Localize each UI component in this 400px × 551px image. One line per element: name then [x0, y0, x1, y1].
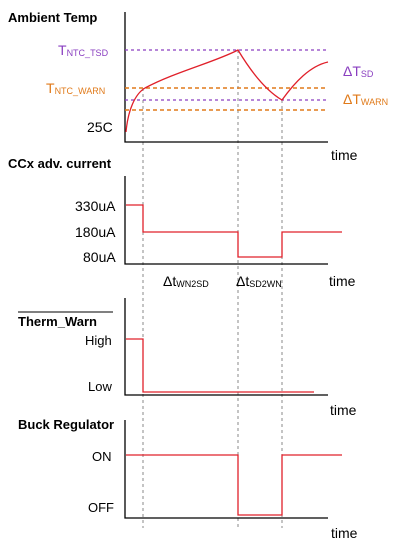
dt-sd2wn-label-sub: SD2WN: [249, 279, 282, 289]
delta-tsd-label-sub: SD: [361, 69, 374, 79]
therm-warn-title: Therm_Warn: [18, 314, 97, 329]
current-level-330ua: 330uA: [75, 198, 116, 214]
delta-twarn-label: ΔTWARN: [343, 91, 388, 107]
ambient-temp-curve: [125, 49, 329, 133]
dt-wn2sd-label: ΔtWN2SD: [163, 273, 209, 289]
current-level-180ua: 180uA: [75, 224, 116, 240]
tntc-tsd-label-sub: NTC_TSD: [67, 48, 109, 58]
current-time-label: time: [329, 273, 356, 289]
therm-warn-time-label: time: [330, 402, 357, 418]
delta-twarn-label-main: ΔT: [343, 91, 361, 107]
dt-sd2wn-label: ΔtSD2WN: [236, 273, 282, 289]
buck-regulator-title: Buck Regulator: [18, 417, 114, 432]
therm-warn-axis: [124, 298, 328, 396]
base-temp-label: 25C: [87, 119, 113, 135]
ccx-current-axis: [124, 176, 328, 265]
tntc-tsd-label: TNTC_TSD: [58, 42, 109, 58]
dt-wn2sd-label-sub: WN2SD: [176, 279, 209, 289]
tntc-warn-label: TNTC_WARN: [46, 80, 105, 96]
buck-regulator-trace: [126, 454, 342, 516]
buck-level-off: OFF: [88, 500, 114, 515]
current-level-80ua: 80uA: [83, 249, 116, 265]
dt-sd2wn-label-main: Δt: [236, 273, 249, 289]
ambient-temp-title: Ambient Temp: [8, 10, 97, 25]
buck-level-on: ON: [92, 449, 112, 464]
ambient-time-label: time: [331, 147, 358, 163]
buck-regulator-axis: [124, 420, 328, 519]
delta-tsd-label: ΔTSD: [343, 63, 374, 79]
dt-wn2sd-label-main: Δt: [163, 273, 176, 289]
ambient-temp-axis: [124, 12, 328, 143]
tntc-warn-label-sub: NTC_WARN: [55, 86, 106, 96]
ccx-current-trace: [126, 204, 342, 258]
buck-time-label: time: [331, 525, 358, 541]
tntc-tsd-label-main: T: [58, 42, 67, 58]
tntc-warn-label-main: T: [46, 80, 55, 96]
delta-twarn-label-sub: WARN: [361, 97, 388, 107]
delta-tsd-label-main: ΔT: [343, 63, 361, 79]
ccx-current-title: CCx adv. current: [8, 156, 112, 171]
therm-warn-level-low: Low: [88, 379, 112, 394]
therm-warn-trace: [126, 338, 314, 393]
therm-warn-level-high: High: [85, 333, 112, 348]
